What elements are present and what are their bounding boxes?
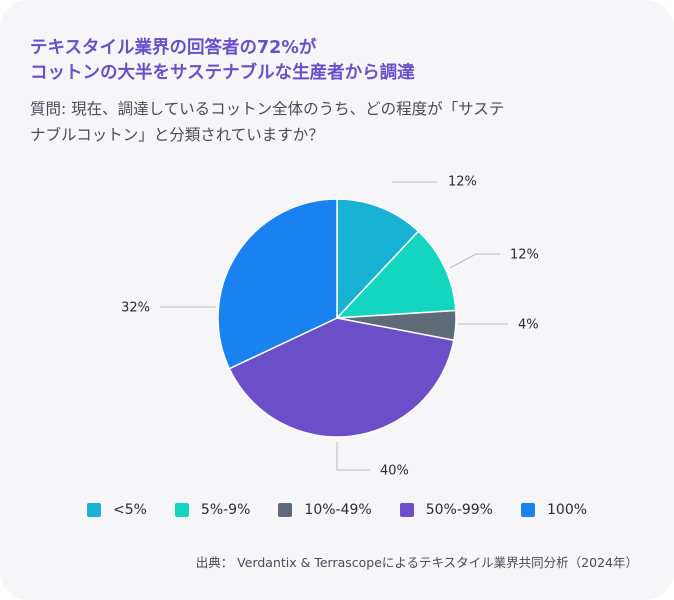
- pie-slice: [228, 317, 455, 438]
- title-line-2: コットンの大半をサステナブルな生産者から調達: [30, 63, 415, 83]
- legend-label: 5%-9%: [200, 502, 251, 518]
- pie-chart: 12% 12% 4% 40% 32%: [121, 175, 539, 479]
- legend-swatch: [86, 503, 101, 517]
- legend-swatch: [174, 503, 189, 517]
- title-line-1: テキスタイル業界の回答者の72%が: [30, 38, 317, 58]
- legend-item: 10%-49%: [278, 502, 372, 518]
- legend-label: 10%-49%: [304, 502, 372, 518]
- slice-value-label: 4%: [518, 318, 539, 333]
- legend-item: <5%: [86, 502, 147, 518]
- leader-line: [449, 253, 500, 269]
- survey-question: 質問: 現在、調達しているコットン全体のうち、どの程度が「サステ ナブルコットン…: [30, 96, 630, 148]
- legend-label: <5%: [112, 502, 147, 518]
- question-line-1: 質問: 現在、調達しているコットン全体のうち、どの程度が「サステ: [30, 100, 505, 118]
- slice-value-label: 32%: [121, 301, 150, 316]
- slice-value-label: 40%: [380, 464, 409, 479]
- chart-title: テキスタイル業界の回答者の72%が コットンの大半をサステナブルな生産者から調達: [30, 36, 650, 86]
- legend-swatch: [521, 503, 535, 517]
- pie-slice: [335, 230, 457, 319]
- legend-item: 5%-9%: [174, 502, 251, 518]
- pie-slice: [336, 198, 420, 320]
- legend-item: 50%-99%: [399, 502, 493, 518]
- slice-value-label: 12%: [510, 248, 539, 263]
- legend-swatch: [399, 503, 414, 517]
- leader-line: [336, 442, 370, 471]
- legend-label: 50%-99%: [425, 502, 493, 518]
- legend-label: 100%: [547, 502, 588, 518]
- question-line-2: ナブルコットン」と分類されていますか？: [30, 126, 324, 144]
- source-note: 出典： Verdantix & Terrascopeによるテキスタイル業界共同分…: [195, 555, 638, 570]
- legend-swatch: [278, 503, 293, 517]
- slice-value-label: 12%: [448, 175, 477, 190]
- legend-item: 100%: [521, 502, 587, 518]
- chart-legend: <5% 5%-9% 10%-49% 50%-99% 100%: [0, 502, 674, 518]
- pie-slice: [217, 198, 338, 370]
